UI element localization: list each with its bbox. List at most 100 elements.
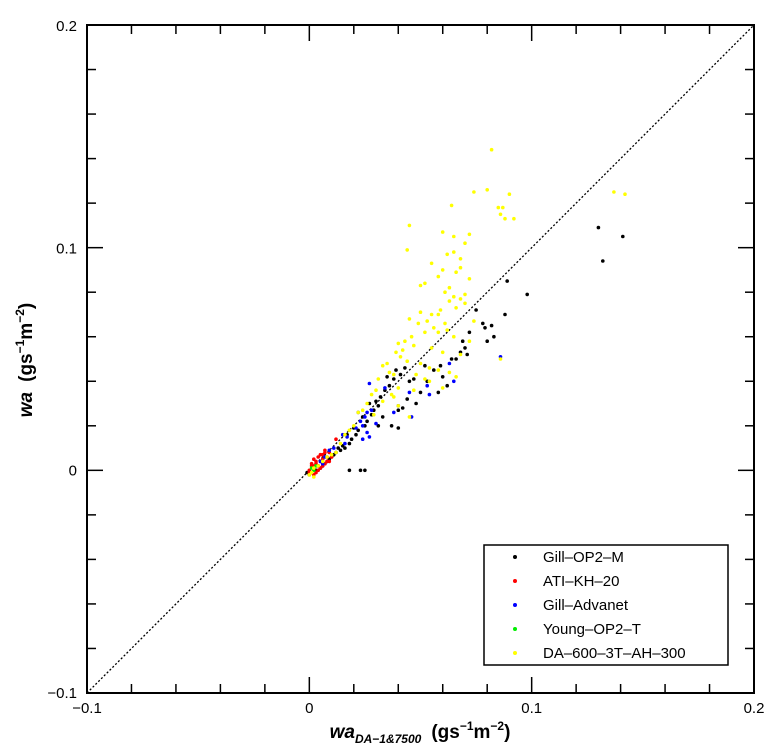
data-point	[425, 383, 430, 388]
data-point	[383, 386, 387, 390]
data-point	[403, 339, 407, 344]
data-point	[503, 312, 507, 317]
data-point	[501, 205, 505, 210]
data-point	[376, 424, 381, 428]
data-point	[360, 437, 365, 442]
data-point	[363, 468, 367, 473]
data-point	[427, 366, 432, 370]
data-point	[418, 310, 423, 315]
data-point	[452, 334, 456, 339]
data-point	[405, 359, 410, 364]
data-point	[327, 459, 332, 464]
data-point	[438, 308, 443, 312]
data-point	[349, 437, 354, 442]
legend-entry-label: Young–OP2–T	[543, 621, 641, 638]
data-point	[329, 452, 334, 457]
data-point	[412, 377, 416, 381]
data-point	[412, 343, 416, 348]
data-point	[458, 265, 463, 270]
data-point	[423, 281, 427, 286]
data-point	[340, 444, 345, 448]
data-point	[429, 261, 434, 266]
data-point	[394, 368, 398, 372]
data-point	[320, 459, 325, 464]
data-point	[358, 468, 363, 473]
data-point	[398, 355, 403, 359]
data-point	[409, 334, 414, 339]
legend-marker	[513, 627, 517, 631]
data-point	[440, 230, 445, 234]
data-point	[316, 468, 321, 473]
data-point	[425, 319, 430, 323]
data-point	[474, 308, 478, 312]
data-point	[429, 346, 434, 350]
data-point	[403, 366, 407, 370]
data-point	[314, 470, 318, 475]
data-point	[481, 321, 485, 326]
data-point	[385, 375, 389, 379]
legend: Gill–OP2–M ATI–KH–20 Gill–Advanet Young–…	[483, 544, 729, 666]
y-axis-units-prefix: (gs	[16, 353, 37, 382]
data-point	[452, 234, 456, 239]
data-point	[392, 395, 396, 399]
data-point	[367, 435, 372, 439]
data-points	[305, 147, 627, 479]
data-point	[387, 370, 392, 375]
data-point	[343, 446, 347, 450]
data-point	[385, 361, 389, 366]
data-point	[472, 190, 476, 194]
data-point	[454, 375, 458, 379]
data-point	[498, 212, 503, 217]
data-point	[365, 430, 369, 435]
data-point	[512, 216, 516, 221]
data-point	[316, 464, 321, 468]
data-point	[414, 401, 418, 406]
data-point	[345, 435, 349, 439]
data-point	[449, 203, 454, 208]
data-point	[503, 216, 507, 221]
data-point	[389, 424, 394, 428]
data-point	[447, 299, 452, 303]
data-point	[312, 457, 316, 462]
data-point	[498, 357, 503, 361]
data-point	[443, 290, 447, 295]
data-point	[418, 283, 423, 288]
data-point	[436, 312, 441, 317]
y-axis-title-main: wa	[16, 391, 37, 417]
data-point	[365, 410, 369, 415]
y-tick-label: 0.2	[56, 18, 77, 35]
data-point	[492, 334, 496, 339]
data-point	[380, 363, 385, 368]
data-point	[312, 466, 316, 470]
data-point	[452, 294, 456, 299]
data-point	[323, 448, 327, 453]
data-point	[505, 279, 510, 283]
data-point	[443, 321, 447, 326]
data-point	[467, 330, 472, 335]
data-point	[449, 357, 454, 361]
data-point	[392, 372, 396, 377]
data-point	[334, 450, 338, 455]
plot-frame	[86, 24, 755, 694]
legend-entry-label: DA–600–3T–AH–300	[543, 645, 686, 662]
data-point	[485, 339, 490, 344]
data-point	[438, 363, 443, 368]
data-point	[458, 297, 463, 301]
data-point	[458, 352, 463, 357]
data-point	[387, 383, 392, 388]
data-point	[407, 390, 412, 395]
data-point	[467, 339, 472, 344]
data-point	[463, 346, 467, 350]
legend-marker	[513, 651, 517, 655]
legend-marker	[513, 555, 517, 559]
data-point	[436, 274, 441, 279]
data-point	[405, 397, 410, 401]
data-point	[407, 415, 412, 419]
legend-marker	[513, 603, 517, 607]
data-point	[338, 448, 343, 453]
data-point	[436, 368, 441, 372]
data-point	[394, 350, 398, 355]
data-point	[396, 341, 401, 346]
x-axis-title-main: wa	[330, 722, 356, 743]
